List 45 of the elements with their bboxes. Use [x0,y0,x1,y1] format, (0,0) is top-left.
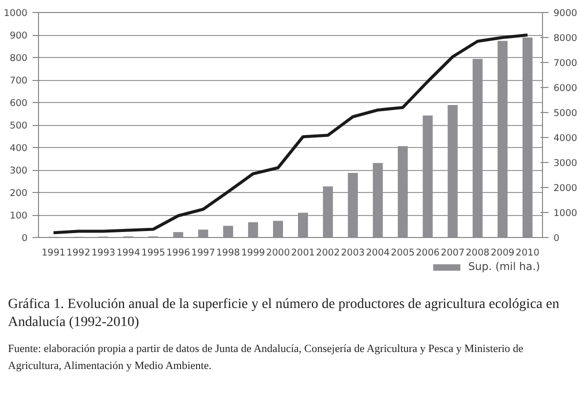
x-tick-label: 2008 [466,248,490,258]
y-tick-label: 300 [10,166,28,176]
y2-tick-label: 8000 [554,33,578,44]
y2-tick-label: 0 [554,233,560,244]
x-tick-label: 2002 [316,248,340,258]
y2-tick-label: 3000 [554,158,578,169]
y-tick-label: 500 [10,120,28,132]
line-series [52,34,530,234]
x-tick-label: 1992 [66,248,90,258]
y-tick-label: 400 [10,143,28,154]
x-tick-label: 2004 [366,248,390,258]
x-tick-label: 1993 [92,248,116,258]
y2-tick-label: 7000 [554,58,578,69]
y-tick-label: 600 [10,98,28,109]
y-tick-label: 200 [10,188,28,199]
y2-tick-label: 1000 [554,208,578,219]
y2-tick-label: 5000 [554,108,578,119]
x-tick-label: 1991 [42,248,66,258]
y2-tick-label: 2000 [554,183,578,194]
x-tick-label: 2007 [440,248,465,258]
y-tick-label: 100 [10,210,28,222]
y2-tick-label: 9000 [554,8,578,19]
legend-label: Sup. (mil ha.) [468,260,540,273]
x-tick-label: 1999 [241,248,266,258]
y-tick-label: 700 [10,76,28,86]
x-tick-label: 2005 [390,248,415,258]
x-tick-label: 2001 [291,248,315,258]
y-tick-label: 0 [22,233,28,244]
x-tick-label: 1994 [116,248,140,258]
x-tick-label: 2003 [341,248,365,258]
y-tick-label: 900 [10,30,28,42]
y-tick-label: 800 [10,53,28,64]
y-tick-label: 1000 [4,8,28,19]
y2-tick-label: 4000 [554,133,578,144]
x-tick-label: 2000 [266,248,290,258]
x-tick-label: 2010 [516,248,540,258]
y2-tick-label: 6000 [554,83,578,94]
x-tick-label: 2009 [490,248,515,258]
source-note: Fuente: elaboración propia a partir de datos de Junta de Andalucía, Consejería de Agricultura y Pesca y Ministerio de Agricultura, Alimentación y Medio Ambiente. [8,342,524,374]
x-tick-label: 1997 [191,248,216,258]
x-tick-label: 1998 [216,248,240,258]
text: Gráfica 1. Evolución anual de la superficie y el número de productores de agricultura ecológica en Andalucía (1992-2010) [8,296,560,331]
x-tick-label: 2006 [416,248,440,258]
x-tick-label: 1996 [166,248,190,258]
x-tick-label: 1995 [141,248,166,258]
